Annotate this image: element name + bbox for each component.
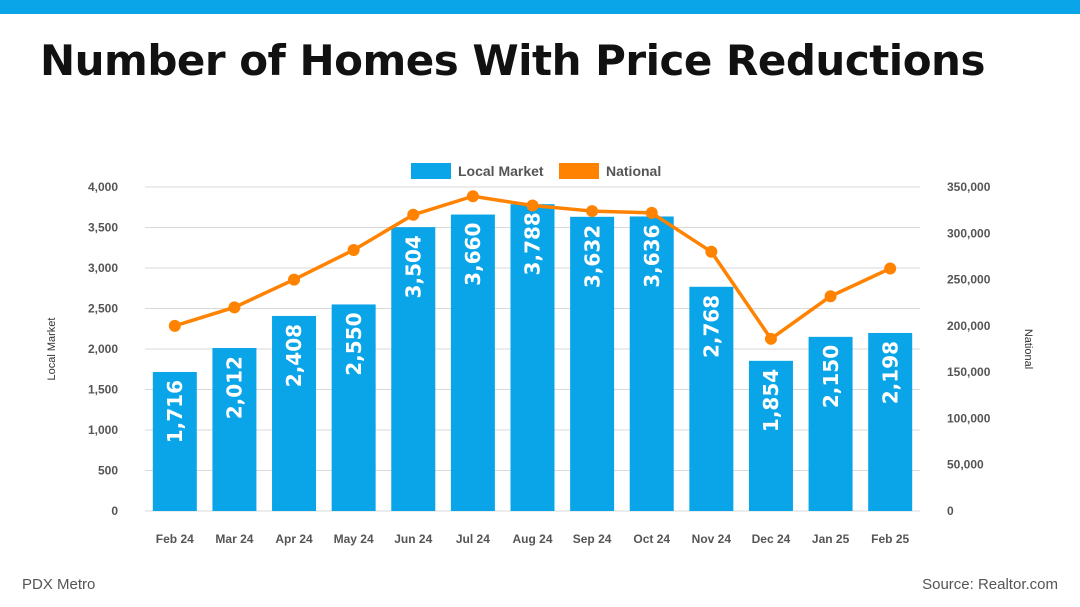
bar-value-label: 3,788 [521, 212, 545, 275]
x-tick-label: Feb 24 [156, 532, 194, 546]
national-point [347, 243, 360, 256]
bar-oct-24 [629, 216, 674, 511]
bar-aug-24 [510, 204, 555, 511]
left-tick-label: 1,500 [88, 383, 118, 397]
x-tick-label: Jun 24 [394, 532, 432, 546]
left-axis-ticks: 0 500 1,000 1,500 2,000 2,500 3,000 3,500 4,000 [88, 180, 118, 518]
local-market-bars [152, 204, 913, 512]
x-tick-label: Jul 24 [456, 532, 490, 546]
page-title: Number of Homes With Price Reductions [40, 36, 985, 85]
national-point [168, 319, 181, 332]
x-tick-label: Sep 24 [573, 532, 612, 546]
x-axis-ticks: Feb 24 Mar 24 Apr 24 May 24 Jun 24 Jul 24 Aug … [156, 532, 910, 546]
legend-label-local: Local Market [458, 163, 544, 179]
region-label: PDX Metro [22, 576, 96, 593]
left-tick-label: 1,000 [88, 423, 118, 437]
bar-value-label: 1,854 [759, 369, 783, 432]
national-point [824, 290, 837, 303]
national-point [466, 190, 479, 203]
bar-mar-24 [212, 348, 257, 511]
left-tick-label: 4,000 [88, 180, 118, 194]
right-tick-label: 300,000 [947, 226, 991, 240]
right-axis-title: National [1022, 329, 1034, 369]
right-tick-label: 150,000 [947, 365, 991, 379]
price-reductions-chart: Local Market National 1,716 2,012 2,408 2,55… [46, 163, 1034, 546]
national-point [586, 205, 599, 218]
bar-value-label: 3,632 [580, 225, 604, 288]
chart-legend: Local Market National [411, 163, 661, 179]
left-axis-title: Local Market [46, 318, 58, 381]
source-label: Source: Realtor.com [922, 576, 1058, 593]
bar-value-label: 2,768 [700, 295, 724, 358]
top-accent-bar [0, 0, 1080, 14]
national-point [884, 262, 897, 275]
bar-may-24 [331, 304, 376, 511]
legend-swatch-national [559, 163, 599, 179]
right-tick-label: 0 [947, 504, 954, 518]
bar-value-label: 2,408 [282, 324, 306, 387]
national-point [526, 199, 539, 212]
left-tick-label: 500 [98, 464, 118, 478]
national-point [764, 332, 777, 345]
national-point [228, 301, 241, 314]
bar-apr-24 [272, 315, 317, 511]
x-tick-label: Mar 24 [215, 532, 253, 546]
national-point [705, 245, 718, 258]
axis-titles: Local Market National [46, 318, 1034, 381]
bar-feb-24 [152, 372, 197, 511]
national-point [288, 273, 301, 286]
right-axis-ticks: 0 50,000 100,000 150,000 200,000 250,000 300,0… [947, 180, 991, 518]
bar-feb-25 [868, 332, 913, 511]
x-tick-label: Feb 25 [871, 532, 909, 546]
bar-value-label: 3,504 [401, 235, 425, 298]
right-tick-label: 250,000 [947, 273, 991, 287]
x-tick-label: Apr 24 [275, 532, 313, 546]
national-line [168, 190, 897, 345]
bar-jun-24 [391, 227, 436, 511]
right-tick-label: 350,000 [947, 180, 991, 194]
x-tick-label: Nov 24 [692, 532, 732, 546]
right-tick-label: 50,000 [947, 458, 984, 472]
right-tick-label: 200,000 [947, 319, 991, 333]
left-tick-label: 0 [111, 504, 118, 518]
bar-value-label: 1,716 [163, 380, 187, 443]
national-point [407, 208, 420, 221]
legend-label-national: National [606, 163, 661, 179]
bar-value-label: 2,012 [223, 356, 247, 419]
legend-swatch-local [411, 163, 451, 179]
x-tick-label: Oct 24 [633, 532, 670, 546]
bar-dec-24 [748, 360, 793, 511]
bar-jul-24 [450, 214, 495, 511]
left-tick-label: 2,500 [88, 302, 118, 316]
left-tick-label: 3,500 [88, 221, 118, 235]
bar-value-label: 2,150 [819, 345, 843, 408]
x-tick-label: May 24 [334, 532, 374, 546]
bar-value-label: 2,550 [342, 312, 366, 375]
bar-value-label: 2,198 [878, 341, 902, 404]
left-tick-label: 3,000 [88, 261, 118, 275]
bar-nov-24 [689, 286, 734, 511]
x-tick-label: Jan 25 [812, 532, 850, 546]
x-tick-label: Aug 24 [512, 532, 552, 546]
bar-sep-24 [570, 216, 615, 512]
right-tick-label: 100,000 [947, 411, 991, 425]
bar-jan-25 [808, 336, 853, 511]
bar-value-label: 3,660 [461, 223, 485, 286]
left-tick-label: 2,000 [88, 342, 118, 356]
national-point [645, 206, 658, 219]
bar-value-label: 3,636 [640, 224, 664, 287]
x-tick-label: Dec 24 [752, 532, 791, 546]
bar-data-labels: 1,716 2,012 2,408 2,550 3,504 3,660 3,788 3,632… [163, 212, 902, 443]
